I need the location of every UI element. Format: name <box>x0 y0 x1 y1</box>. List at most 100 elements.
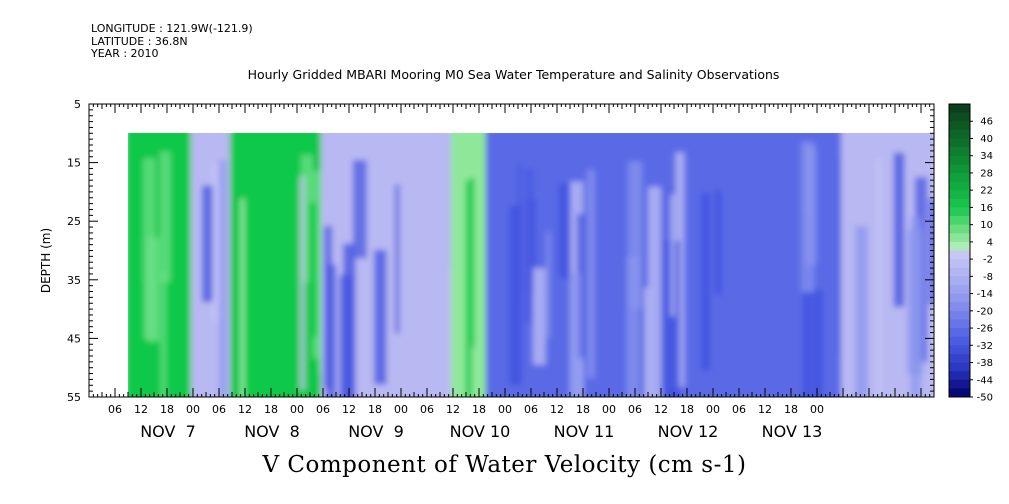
colorbar-swatch <box>949 379 970 389</box>
heatmap-streak <box>160 272 166 398</box>
heatmap-streak <box>875 158 883 397</box>
heatmap-streak <box>202 185 213 303</box>
x-tick-label: 00 <box>706 403 720 416</box>
heatmap-streak <box>670 194 675 317</box>
colorbar-label: 34 <box>980 151 993 162</box>
colorbar-swatch <box>949 121 970 131</box>
x-axis: 06 12 18 00 06 12 18 00 06 12 18 00 06 12 18 00 06 12 18 00… <box>88 104 935 441</box>
heatmap-streak <box>812 289 824 398</box>
x-tick-label: 12 <box>654 403 668 416</box>
x-tick-label: 12 <box>134 403 148 416</box>
colorbar-swatch <box>949 198 970 208</box>
heatmap-streak <box>664 240 680 398</box>
x-tick-label: 00 <box>810 403 824 416</box>
colorbar-swatch <box>949 284 970 295</box>
heatmap-streak <box>576 213 586 359</box>
heatmap-streak <box>343 243 356 398</box>
heatmap-streak <box>139 281 145 398</box>
x-tick-label: 06 <box>212 403 226 416</box>
heatmap-streak <box>352 159 367 259</box>
colorbar-swatch <box>949 241 970 251</box>
x-tick-label: 18 <box>160 403 174 416</box>
latitude-label: LATITUDE : 36.8N <box>91 34 188 48</box>
x-tick-label: 06 <box>524 403 538 416</box>
x-tick-label: 18 <box>368 403 382 416</box>
heatmap-streak <box>893 152 905 307</box>
heatmap-streak <box>910 216 921 398</box>
heatmap-streak <box>532 267 546 365</box>
colorbar-swatch <box>949 353 970 364</box>
heatmap-streak <box>701 192 711 371</box>
y-tick-label: 35 <box>67 274 81 287</box>
y-axis-label: DEPTH (m) <box>39 228 53 293</box>
year-label: YEAR : 2010 <box>91 47 159 60</box>
heatmap-streak <box>714 190 723 295</box>
heatmap-streak <box>301 154 313 283</box>
heatmap-streak <box>805 146 817 265</box>
colorbar-label: -8 <box>983 272 993 283</box>
y-tick-label: 55 <box>67 391 81 404</box>
x-tick-label: 18 <box>472 403 486 416</box>
colorbar-swatch <box>949 224 970 234</box>
colorbar-swatch <box>949 207 970 217</box>
colorbar-label: -38 <box>977 358 993 369</box>
heatmap-streak <box>325 264 337 398</box>
heatmap-streak <box>159 151 171 283</box>
x-tick-label: 06 <box>628 403 642 416</box>
heatmap-streak <box>219 160 227 398</box>
x-tick-label: 00 <box>290 403 304 416</box>
x-tick-label: 18 <box>576 403 590 416</box>
colorbar-swatch <box>949 129 970 139</box>
x-tick-label: 18 <box>680 403 694 416</box>
heatmap-streak <box>465 180 473 398</box>
heatmap-streak <box>374 249 387 385</box>
x-day-label: NOV 11 <box>554 422 615 441</box>
colorbar-label: -26 <box>977 324 993 335</box>
colorbar-swatch <box>949 147 970 157</box>
heatmap-streak <box>558 183 570 279</box>
heatmap-streak <box>509 205 523 386</box>
heatmap-streak <box>586 169 595 379</box>
colorbar-swatch <box>949 233 970 243</box>
x-tick-label: 00 <box>498 403 512 416</box>
longitude-label: LONGITUDE : 121.9W(-121.9) <box>91 22 253 35</box>
colorbar-label: 46 <box>980 117 993 128</box>
x-tick-label: 12 <box>342 403 356 416</box>
colorbar-swatch <box>949 336 970 346</box>
colorbar-swatch <box>949 259 970 269</box>
y-axis: 5 15 25 35 45 55 <box>67 98 934 404</box>
colorbar-label: -44 <box>977 375 993 386</box>
colorbar-swatch <box>949 388 970 398</box>
heatmap-streak <box>395 184 400 334</box>
x-tick-label: 18 <box>784 403 798 416</box>
heatmap-streak <box>855 226 868 398</box>
x-tick-label: 00 <box>602 403 616 416</box>
colorbar-swatch <box>949 104 970 114</box>
heatmap-streak <box>802 212 812 398</box>
heatmap-streak <box>546 232 551 338</box>
x-tick-label: 06 <box>420 403 434 416</box>
colorbar-swatch <box>949 371 970 381</box>
heatmap-streak <box>143 158 156 340</box>
heatmap-streak <box>470 177 475 348</box>
x-day-label: NOV 12 <box>658 422 719 441</box>
x-tick-label: 06 <box>108 403 122 416</box>
x-day-label: NOV 13 <box>762 422 823 441</box>
colorbar-swatch <box>949 172 970 183</box>
heatmap-streak <box>675 152 685 387</box>
chart-title: Hourly Gridded MBARI Mooring M0 Sea Wate… <box>247 67 780 82</box>
colorbar-swatch <box>949 190 970 200</box>
variable-title: V Component of Water Velocity (cm s-1) <box>262 452 747 478</box>
colorbar-swatch <box>949 112 970 122</box>
colorbar-label: 4 <box>987 237 993 248</box>
x-tick-label: 12 <box>758 403 772 416</box>
colorbar-label: 28 <box>980 168 993 179</box>
colorbar-swatch <box>949 276 970 286</box>
colorbar-swatch <box>949 293 970 303</box>
heatmap-streak <box>648 186 661 398</box>
heatmap-streak <box>264 145 273 385</box>
colorbar-label: -2 <box>983 255 993 266</box>
heatmap-streak <box>308 202 318 337</box>
y-tick-label: 15 <box>67 157 81 170</box>
